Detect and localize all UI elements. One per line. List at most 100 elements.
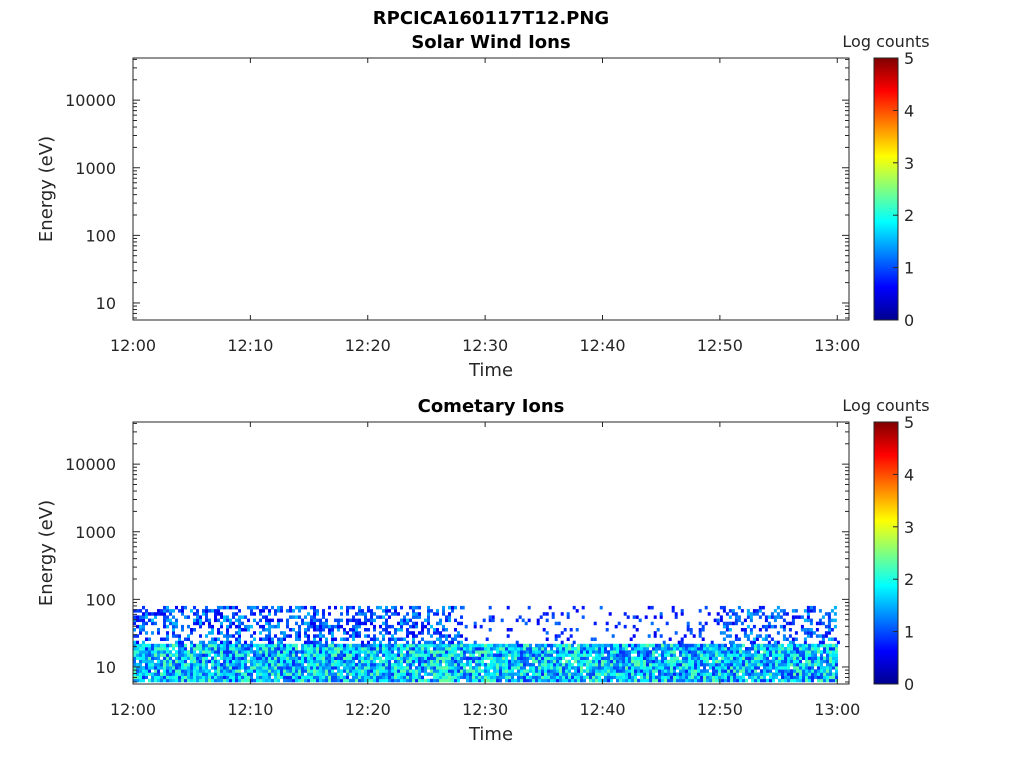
spectrogram-cell [310, 669, 313, 673]
spectrogram-cell [752, 640, 756, 645]
spectrogram-cell [725, 628, 729, 632]
spectrogram-cell [607, 659, 610, 664]
spectrogram-cell [557, 634, 561, 638]
spectrogram-cell [730, 669, 733, 673]
spectrogram-cell [595, 675, 598, 680]
spectrogram-cell [782, 618, 786, 623]
spectrogram-cell [481, 656, 484, 660]
spectrogram-cell [436, 621, 439, 626]
spectrogram-cell [583, 662, 586, 667]
spectrogram-cell [694, 669, 697, 673]
spectrogram-cell [646, 659, 649, 664]
spectrogram-cell [674, 615, 678, 619]
spectrogram-cell [712, 656, 715, 660]
spectrogram-cell [250, 666, 253, 670]
spectrogram-cell [208, 650, 211, 654]
spectrogram-cell [532, 662, 535, 667]
spectrogram-cell [325, 650, 328, 654]
spectrogram-cell [409, 659, 412, 664]
spectrogram-cell [301, 618, 304, 623]
spectrogram-cell [773, 618, 777, 623]
spectrogram-cell [160, 612, 163, 616]
spectrogram-cell [373, 672, 376, 676]
spectrogram-cell [238, 624, 241, 629]
spectrogram-cell [460, 672, 463, 676]
spectrogram-cell [415, 647, 418, 651]
spectrogram-cell [433, 672, 436, 676]
spectrogram-cell [466, 650, 469, 654]
spectrogram-cell [685, 653, 688, 657]
spectrogram-cell [349, 650, 352, 654]
spectrogram-cell [406, 662, 409, 667]
spectrogram-cell [157, 609, 160, 613]
spectrogram-cell [313, 640, 316, 645]
spectrogram-cell [181, 653, 184, 657]
spectrogram-cell [661, 662, 664, 667]
spectrogram-cell [415, 643, 418, 648]
spectrogram-cell [445, 643, 448, 648]
spectrogram-cell [235, 666, 238, 670]
spectrogram-cell [346, 647, 349, 651]
spectrogram-cell [244, 659, 247, 664]
spectrogram-cell [250, 612, 253, 616]
spectrogram-cell [781, 666, 784, 670]
spectrogram-cell [619, 666, 622, 670]
spectrogram-cell [439, 647, 442, 651]
spectrogram-cell [199, 618, 202, 623]
spectrogram-cell [394, 609, 397, 613]
spectrogram-cell [448, 643, 451, 648]
spectrogram-cell [722, 605, 726, 610]
spectrogram-cell [658, 662, 661, 667]
spectrogram-cell [623, 612, 627, 616]
spectrogram-cell [535, 647, 538, 651]
spectrogram-cell [175, 675, 178, 680]
spectrogram-cell [560, 612, 564, 616]
spectrogram-cell [190, 666, 193, 670]
spectrogram-cell [448, 647, 451, 651]
spectrogram-cell [382, 650, 385, 654]
spectrogram-cell [526, 643, 529, 648]
spectrogram-cell [277, 650, 280, 654]
spectrogram-cell [250, 605, 253, 610]
spectrogram-cell [529, 675, 532, 680]
spectrogram-cell [148, 637, 151, 641]
spectrogram-cell [331, 669, 334, 673]
spectrogram-cell [397, 637, 400, 641]
spectrogram-cell [172, 643, 175, 648]
spectrogram-cell [157, 612, 160, 616]
figure-title: RPCICA160117T12.PNG [373, 8, 609, 29]
spectrogram-cell [526, 678, 529, 683]
x-axis-label: Time [468, 724, 513, 745]
spectrogram-cell [592, 656, 595, 660]
spectrogram-cell [154, 669, 157, 673]
spectrogram-cell [472, 647, 475, 651]
spectrogram-cell [265, 643, 268, 648]
spectrogram-cell [235, 669, 238, 673]
spectrogram-cell [821, 615, 825, 619]
spectrogram-cell [316, 653, 319, 657]
spectrogram-cell [673, 650, 676, 654]
spectrogram-cell [484, 672, 487, 676]
spectrogram-cell [295, 669, 298, 673]
spectrogram-cell [160, 659, 163, 664]
spectrogram-cell [217, 672, 220, 676]
spectrogram-cell [802, 662, 805, 667]
spectrogram-cell [550, 662, 553, 667]
spectrogram-cell [728, 634, 732, 638]
spectrogram-cell [178, 672, 181, 676]
spectrogram-cell [613, 669, 616, 673]
spectrogram-cell [241, 659, 244, 664]
spectrogram-cell [382, 672, 385, 676]
spectrogram-cell [818, 609, 822, 613]
spectrogram-cell [719, 618, 723, 623]
spectrogram-cell [805, 656, 808, 660]
spectrogram-cell [148, 669, 151, 673]
spectrogram-cell [196, 612, 199, 616]
spectrogram-cell [163, 656, 166, 660]
spectrogram-cell [716, 618, 720, 623]
spectrogram-cell [427, 605, 430, 610]
spectrogram-cell [484, 675, 487, 680]
spectrogram-cell [268, 643, 271, 648]
spectrogram-cell [436, 650, 439, 654]
spectrogram-cell [250, 678, 253, 683]
